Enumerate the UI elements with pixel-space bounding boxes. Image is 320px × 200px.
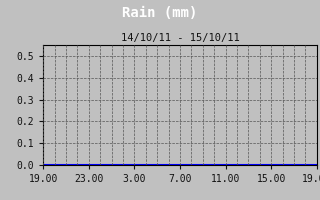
Title: 14/10/11 - 15/10/11: 14/10/11 - 15/10/11: [121, 33, 239, 43]
Text: Rain (mm): Rain (mm): [122, 6, 198, 20]
